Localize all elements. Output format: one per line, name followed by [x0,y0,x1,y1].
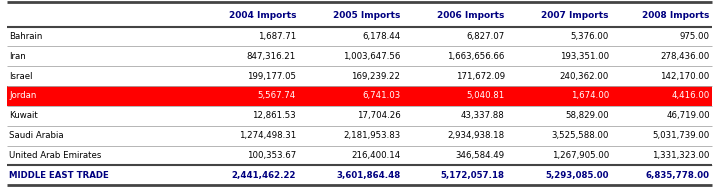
Text: 975.00: 975.00 [679,32,710,41]
Text: 199,177.05: 199,177.05 [247,72,296,81]
Text: 5,031,739.00: 5,031,739.00 [652,131,710,140]
Text: 6,827.07: 6,827.07 [467,32,505,41]
Text: 6,741.03: 6,741.03 [362,91,400,100]
Text: 193,351.00: 193,351.00 [560,52,609,61]
Text: Israel: Israel [9,72,33,81]
Bar [7,86,712,106]
Text: 58,829.00: 58,829.00 [565,111,609,120]
Text: 6,178.44: 6,178.44 [362,32,400,41]
Text: 6,835,778.00: 6,835,778.00 [646,171,710,180]
Text: 100,353.67: 100,353.67 [247,151,296,160]
Text: 278,436.00: 278,436.00 [661,52,710,61]
Text: 12,861.53: 12,861.53 [252,111,296,120]
Text: 169,239.22: 169,239.22 [352,72,400,81]
Text: 1,267,905.00: 1,267,905.00 [551,151,609,160]
Text: 5,293,085.00: 5,293,085.00 [546,171,609,180]
Text: 5,040.81: 5,040.81 [467,91,505,100]
Text: 240,362.00: 240,362.00 [559,72,609,81]
Text: 2005 Imports: 2005 Imports [333,11,400,20]
Text: 3,525,588.00: 3,525,588.00 [551,131,609,140]
Text: 171,672.09: 171,672.09 [456,72,505,81]
Text: 2,441,462.22: 2,441,462.22 [232,171,296,180]
Text: 346,584.49: 346,584.49 [456,151,505,160]
Text: 5,567.74: 5,567.74 [258,91,296,100]
Text: Jordan: Jordan [9,91,37,100]
Text: 46,719.00: 46,719.00 [666,111,710,120]
Text: 5,376.00: 5,376.00 [571,32,609,41]
Text: 43,337.88: 43,337.88 [461,111,505,120]
Text: Iran: Iran [9,52,26,61]
Text: 2008 Imports: 2008 Imports [642,11,710,20]
Text: 17,704.26: 17,704.26 [357,111,400,120]
Text: 1,687.71: 1,687.71 [258,32,296,41]
Text: 1,274,498.31: 1,274,498.31 [239,131,296,140]
Text: 1,331,323.00: 1,331,323.00 [652,151,710,160]
Text: 1,003,647.56: 1,003,647.56 [343,52,400,61]
Text: Bahrain: Bahrain [9,32,42,41]
Text: 847,316.21: 847,316.21 [247,52,296,61]
Text: 1,663,656.66: 1,663,656.66 [447,52,505,61]
Text: 4,416.00: 4,416.00 [672,91,710,100]
Text: 5,172,057.18: 5,172,057.18 [441,171,505,180]
Text: 216,400.14: 216,400.14 [351,151,400,160]
Text: 2007 Imports: 2007 Imports [541,11,609,20]
Text: United Arab Emirates: United Arab Emirates [9,151,101,160]
Text: 2006 Imports: 2006 Imports [437,11,505,20]
Text: 142,170.00: 142,170.00 [661,72,710,81]
Text: 1,674.00: 1,674.00 [571,91,609,100]
Text: 2004 Imports: 2004 Imports [229,11,296,20]
Text: Saudi Arabia: Saudi Arabia [9,131,64,140]
Text: MIDDLE EAST TRADE: MIDDLE EAST TRADE [9,171,109,180]
Text: 2,934,938.18: 2,934,938.18 [447,131,505,140]
Text: Kuwait: Kuwait [9,111,38,120]
Text: 3,601,864.48: 3,601,864.48 [336,171,400,180]
Text: 2,181,953.83: 2,181,953.83 [343,131,400,140]
